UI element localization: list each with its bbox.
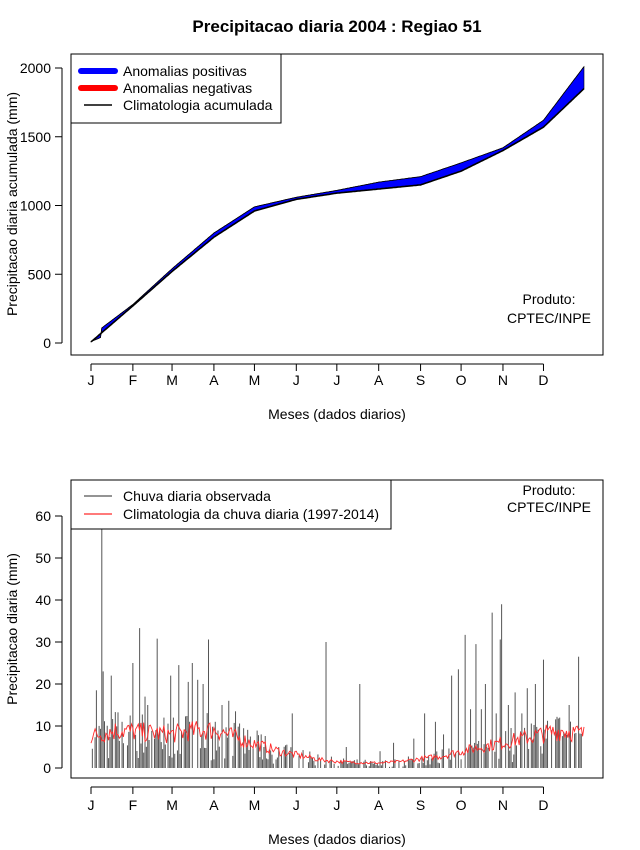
cumulative-y-axis: 0 500 1000 1500 2000 (20, 60, 63, 351)
daily-x-axis-label: Meses (dados diarios) (268, 831, 406, 847)
y-tick-label: 30 (35, 634, 51, 650)
x-tick-label: A (374, 372, 384, 388)
cumulative-y-axis-label: Precipitacao diaria acumulada (mm) (4, 92, 20, 316)
y-tick-label: 500 (28, 266, 52, 282)
y-tick-label: 1500 (20, 129, 51, 145)
x-tick-label: M (249, 372, 261, 388)
x-tick-label: J (88, 372, 95, 388)
product-label-top: Produto: (523, 291, 576, 307)
daily-legend-box (70, 479, 392, 530)
cumulative-x-axis-label: Meses (dados diarios) (268, 406, 406, 422)
legend-label-negative-anomalies: Anomalias negativas (123, 80, 252, 96)
y-tick-label: 0 (43, 760, 51, 776)
legend-label-climatology-rain: Climatologia da chuva diaria (1997-2014) (123, 506, 379, 522)
x-tick-label: D (538, 797, 548, 813)
daily-legend: Chuva diaria observada Climatologia da c… (70, 479, 392, 530)
cumulative-legend: Anomalias positivas Anomalias negativas … (70, 53, 282, 124)
x-tick-label: O (456, 372, 467, 388)
x-tick-label: J (293, 797, 300, 813)
y-tick-label: 2000 (20, 60, 51, 76)
x-tick-label: S (416, 797, 425, 813)
x-tick-label: M (166, 372, 178, 388)
x-tick-label: F (129, 372, 138, 388)
chart-title: Precipitacao diaria 2004 : Regiao 51 (192, 17, 481, 36)
x-tick-label: N (498, 797, 508, 813)
daily-y-axis: 0 10 20 30 40 50 60 (35, 508, 63, 776)
legend-label-observed-rain: Chuva diaria observada (123, 488, 271, 504)
x-tick-label: N (498, 372, 508, 388)
daily-marks (90, 482, 585, 768)
y-tick-label: 40 (35, 592, 51, 608)
legend-label-positive-anomalies: Anomalias positivas (123, 63, 247, 79)
cumulative-climatology-line (90, 88, 585, 343)
y-tick-label: 1000 (20, 198, 51, 214)
x-tick-label: D (538, 372, 548, 388)
cumulative-observed-line (90, 66, 585, 342)
x-tick-label: J (333, 797, 340, 813)
x-tick-label: J (293, 372, 300, 388)
x-tick-label: J (333, 372, 340, 388)
product-source-bottom: CPTEC/INPE (507, 499, 591, 515)
daily-panel: 0 10 20 30 40 50 60 J F M A M J J A S O N D Meses (dados … (4, 479, 604, 847)
x-tick-label: O (456, 797, 467, 813)
x-tick-label: S (416, 372, 425, 388)
cumulative-marks (90, 65, 585, 343)
daily-climatology-line (90, 721, 585, 765)
x-tick-label: J (88, 797, 95, 813)
x-tick-label: A (374, 797, 384, 813)
x-tick-label: M (166, 797, 178, 813)
y-tick-label: 60 (35, 508, 51, 524)
x-tick-label: M (249, 797, 261, 813)
y-tick-label: 10 (35, 718, 51, 734)
y-tick-label: 20 (35, 676, 51, 692)
legend-label-cumulative-climatology: Climatologia acumulada (123, 97, 273, 113)
product-source-top: CPTEC/INPE (507, 310, 591, 326)
daily-y-axis-label: Precipitacao diaria (mm) (4, 553, 20, 705)
x-tick-label: A (209, 372, 219, 388)
x-tick-label: A (209, 797, 219, 813)
y-tick-label: 0 (43, 335, 51, 351)
x-tick-label: F (129, 797, 138, 813)
y-tick-label: 50 (35, 550, 51, 566)
cumulative-panel: 0 500 1000 1500 2000 J F M A M J J A S O N D Meses (dad… (4, 53, 604, 422)
product-label-bottom: Produto: (523, 482, 576, 498)
